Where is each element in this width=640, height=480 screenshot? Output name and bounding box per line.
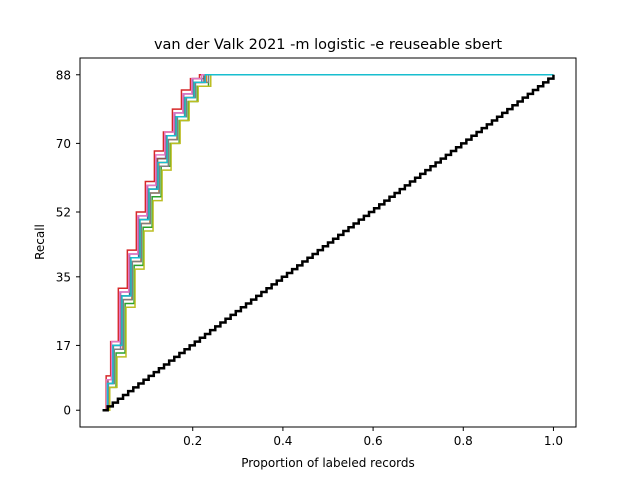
x-tick-label: 0.2 bbox=[183, 434, 202, 448]
series-layer bbox=[102, 74, 554, 411]
y-axis-label: Recall bbox=[33, 224, 47, 260]
x-tick-label: 0.8 bbox=[454, 434, 473, 448]
y-tick-label: 88 bbox=[56, 68, 71, 82]
y-tick-label: 0 bbox=[63, 404, 71, 418]
baseline-layer bbox=[102, 74, 555, 412]
x-axis-ticks: 0.2 0.4 0.6 0.8 1.0 bbox=[183, 427, 563, 448]
y-tick-label: 17 bbox=[56, 339, 71, 353]
recall-series-10 bbox=[102, 74, 554, 411]
recall-series-9 bbox=[102, 74, 554, 411]
recall-series-7 bbox=[102, 74, 554, 411]
y-tick-label: 35 bbox=[56, 270, 71, 284]
random-baseline bbox=[102, 74, 555, 412]
chart-title: van der Valk 2021 -m logistic -e reuseab… bbox=[154, 37, 502, 53]
plot-frame bbox=[79, 57, 577, 428]
x-tick-label: 0.6 bbox=[364, 434, 383, 448]
x-tick-label: 1.0 bbox=[544, 434, 563, 448]
y-tick-label: 52 bbox=[56, 206, 71, 220]
x-axis-label: Proportion of labeled records bbox=[241, 456, 415, 470]
y-tick-label: 70 bbox=[56, 137, 71, 151]
y-axis-ticks: 0 17 35 52 70 88 bbox=[56, 68, 80, 418]
x-tick-label: 0.4 bbox=[273, 434, 292, 448]
